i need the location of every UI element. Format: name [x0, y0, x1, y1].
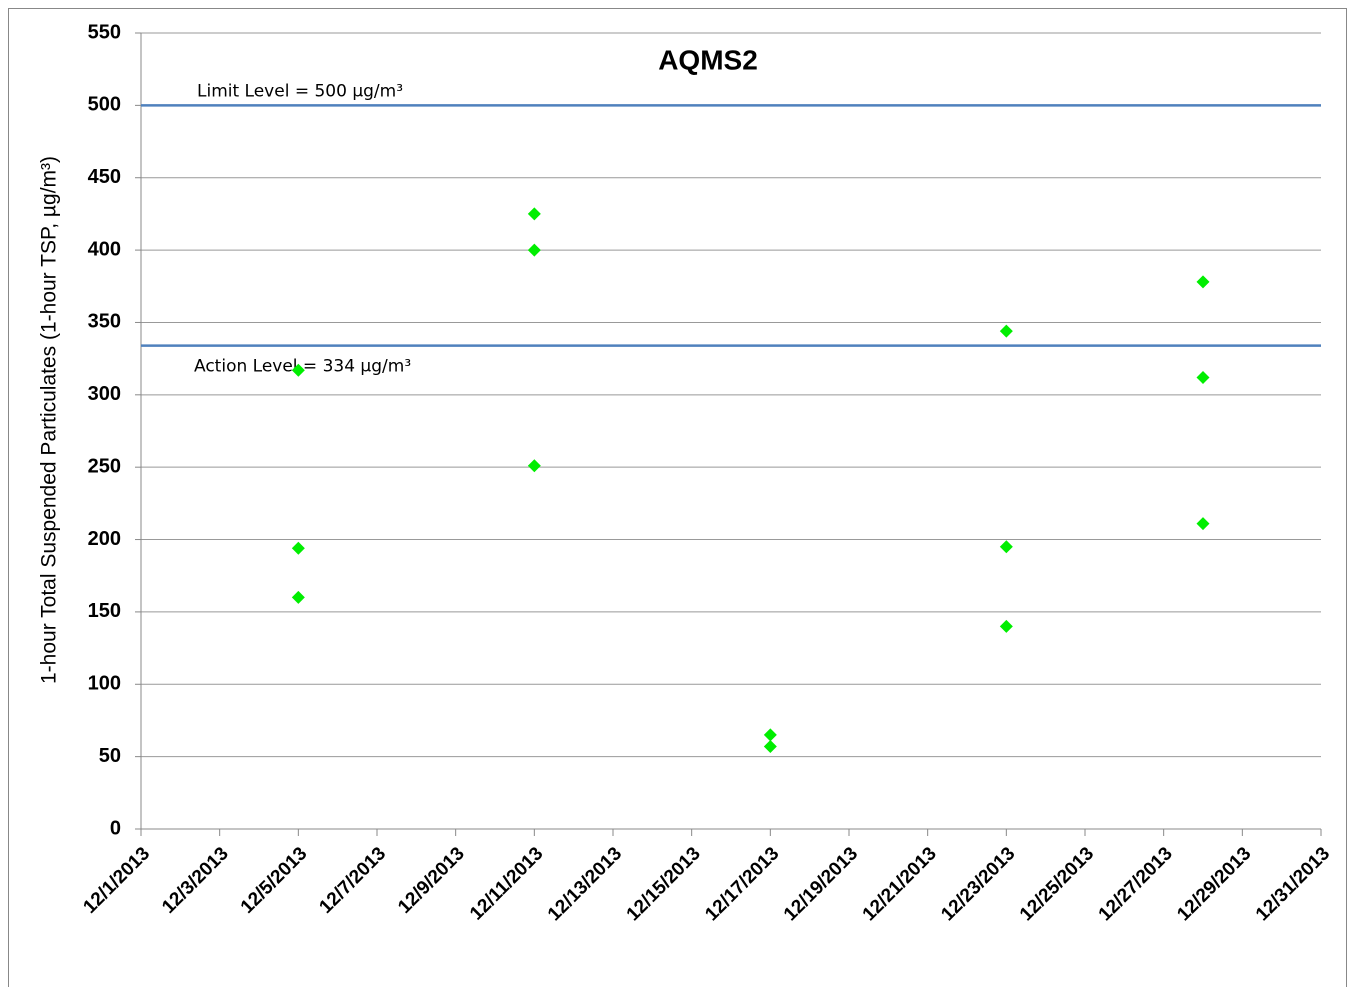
data-point: [527, 207, 541, 221]
data-point: [1196, 275, 1210, 289]
x-tick-label: 12/13/2013: [544, 843, 626, 925]
y-tick-label: 400: [88, 238, 121, 260]
y-tick-label: 50: [99, 745, 121, 767]
y-tick-label: 350: [88, 311, 121, 333]
y-tick-label: 500: [88, 94, 121, 116]
data-point: [291, 590, 305, 604]
data-point: [291, 363, 305, 377]
data-point: [291, 541, 305, 555]
y-axis-label: 1-hour Total Suspended Particulates (1-h…: [38, 156, 61, 684]
x-tick-label: 12/15/2013: [623, 843, 705, 925]
data-point: [1196, 517, 1210, 531]
x-tick-label: 12/11/2013: [466, 843, 547, 924]
y-tick-label: 300: [88, 383, 121, 405]
x-tick-label: 12/21/2013: [859, 843, 941, 925]
reference-label: Limit Level = 500 µg/m³: [197, 81, 403, 101]
x-tick-label: 12/27/2013: [1095, 843, 1177, 925]
data-point: [999, 619, 1013, 633]
y-tick-label: 450: [88, 166, 121, 188]
y-tick-label: 250: [88, 455, 121, 477]
chart-title: AQMS2: [658, 44, 758, 75]
x-tick-label: 12/23/2013: [937, 843, 1019, 925]
x-tick-label: 12/1/2013: [79, 843, 154, 918]
y-tick-label: 550: [88, 21, 121, 43]
data-point: [763, 728, 777, 742]
x-tick-label: 12/3/2013: [158, 843, 233, 918]
reference-label: Action Level = 334 µg/m³: [194, 357, 411, 377]
data-point: [1196, 370, 1210, 384]
x-tick-label: 12/7/2013: [315, 843, 390, 918]
x-tick-label: 12/31/2013: [1252, 843, 1334, 925]
x-tick-label: 12/29/2013: [1173, 843, 1255, 925]
data-point: [527, 243, 541, 257]
data-point: [999, 324, 1013, 338]
data-point: [527, 459, 541, 473]
x-tick-label: 12/5/2013: [237, 843, 312, 918]
x-tick-label: 12/19/2013: [780, 843, 862, 925]
x-tick-label: 12/9/2013: [394, 843, 469, 918]
y-tick-label: 200: [88, 528, 121, 550]
y-tick-label: 100: [88, 673, 121, 695]
data-point: [999, 540, 1013, 554]
chart-frame: [8, 8, 1347, 987]
x-tick-label: 12/17/2013: [701, 843, 783, 925]
x-tick-label: 12/25/2013: [1016, 843, 1098, 925]
y-tick-label: 0: [110, 817, 121, 839]
y-tick-label: 150: [88, 600, 121, 622]
data-point: [763, 740, 777, 754]
